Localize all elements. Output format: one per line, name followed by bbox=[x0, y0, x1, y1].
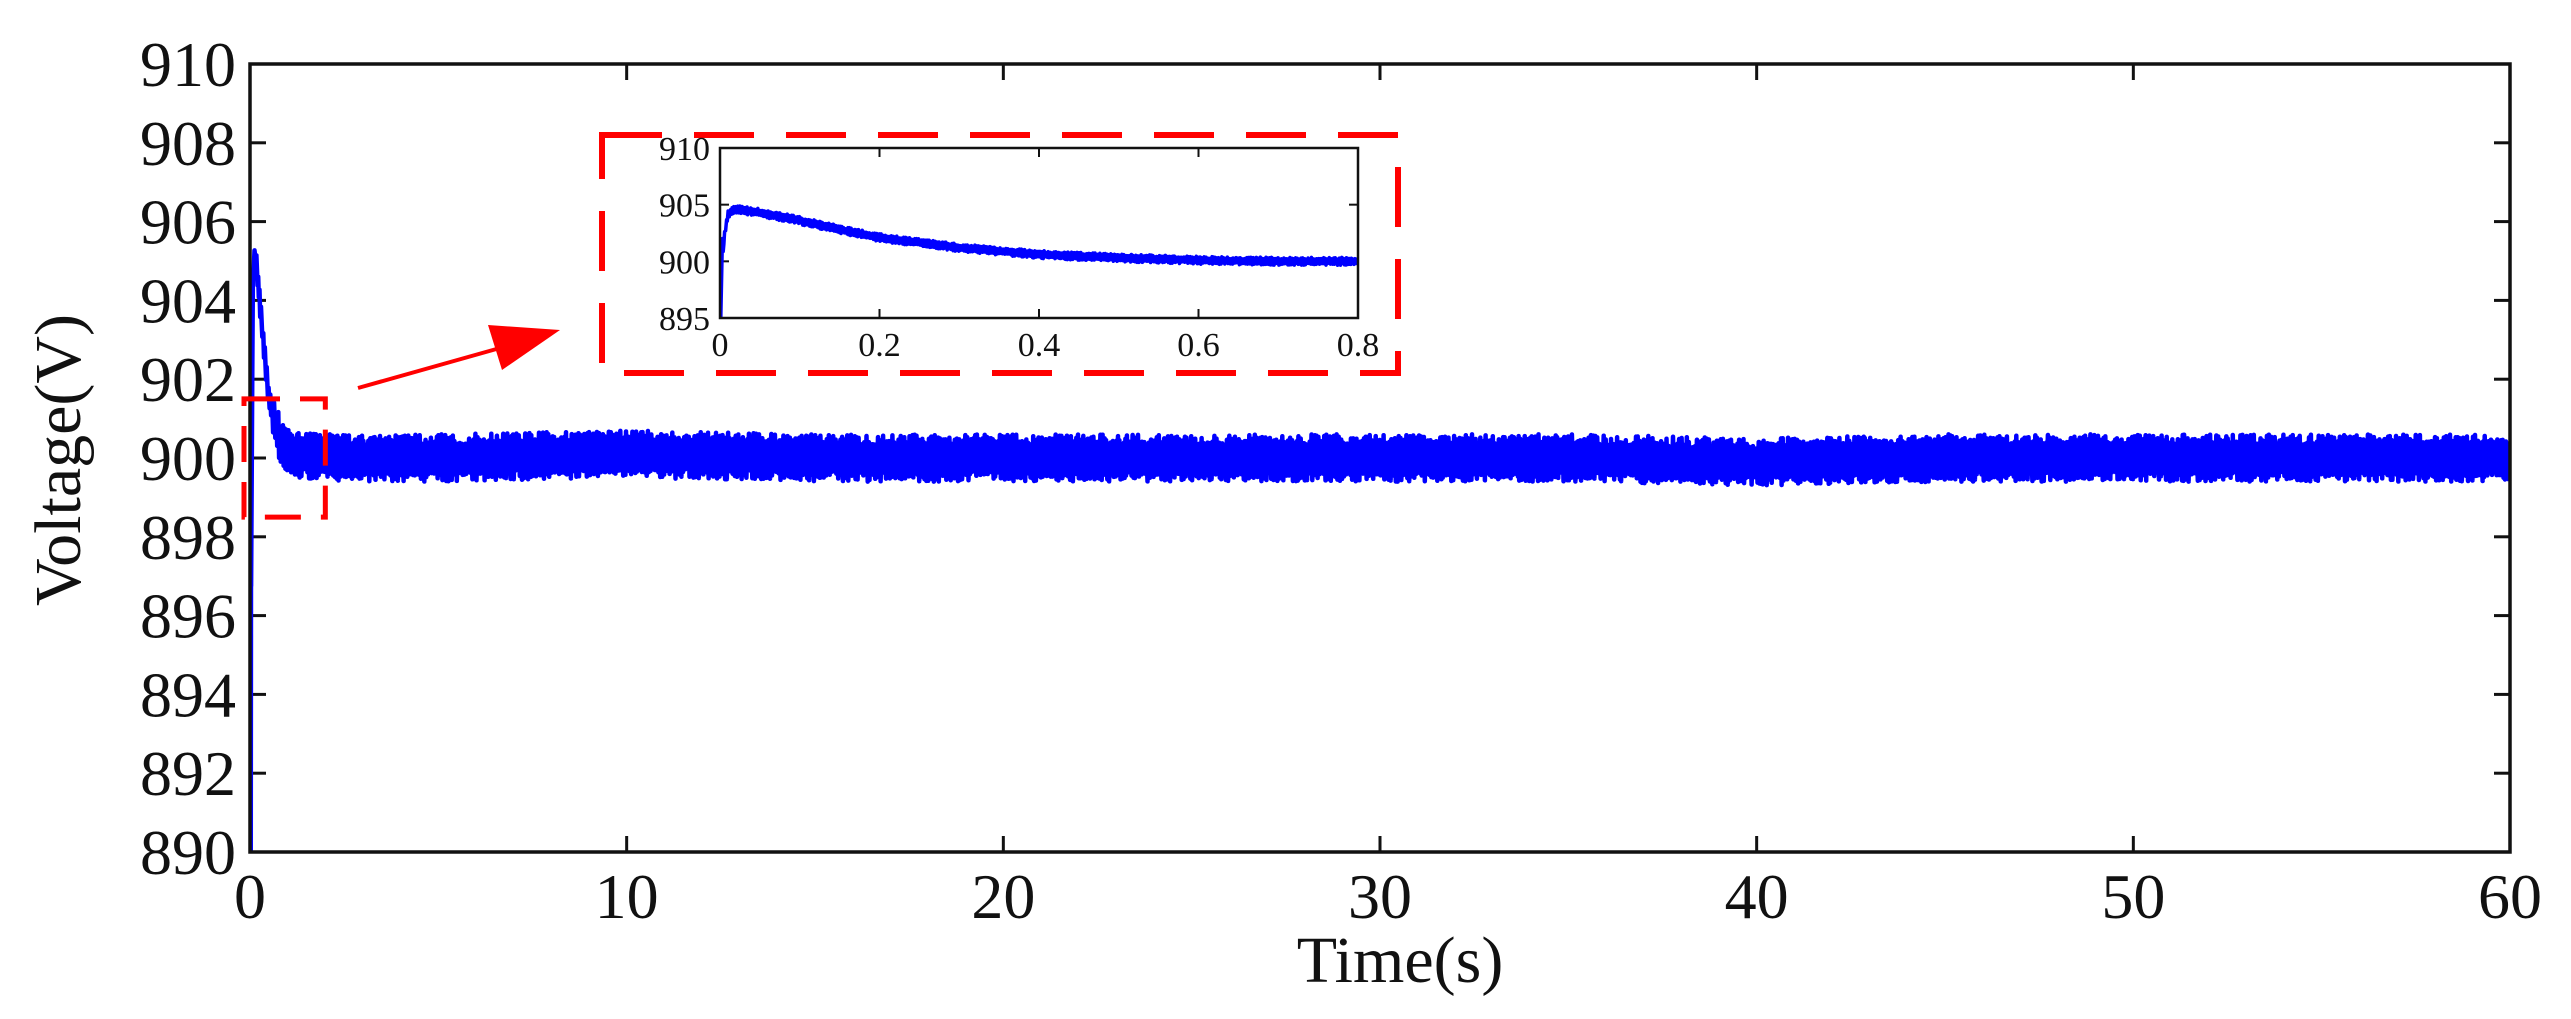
inset-plot: 0 0.2 0.4 0.6 0.8 895 900 905 910 bbox=[659, 131, 1379, 364]
inset-voltage-line bbox=[719, 204, 1360, 319]
y-tick-label: 904 bbox=[140, 265, 236, 336]
y-tick-label: 890 bbox=[140, 817, 236, 888]
x-tick-label: 40 bbox=[1725, 861, 1789, 932]
zoom-arrow-head bbox=[488, 325, 560, 370]
inset-x-tick-label: 0.4 bbox=[1018, 327, 1061, 364]
x-tick-label: 60 bbox=[2478, 861, 2542, 932]
y-tick-label: 894 bbox=[140, 659, 236, 730]
x-tick-label: 0 bbox=[234, 861, 266, 932]
x-tick-label: 30 bbox=[1348, 861, 1412, 932]
x-tick-label: 50 bbox=[2101, 861, 2165, 932]
inset-x-tick-label: 0.8 bbox=[1337, 327, 1380, 364]
y-tick-label: 892 bbox=[140, 738, 236, 809]
x-tick-label: 10 bbox=[595, 861, 659, 932]
y-tick-label: 898 bbox=[140, 502, 236, 573]
inset-y-tick-label: 895 bbox=[659, 301, 710, 338]
y-axis-title: Voltage(V) bbox=[22, 314, 95, 606]
inset-x-tick-label: 0 bbox=[712, 327, 729, 364]
inset-axes-frame bbox=[718, 146, 1360, 320]
y-tick-label: 900 bbox=[140, 423, 236, 494]
inset-x-tick-label: 0.6 bbox=[1177, 327, 1220, 364]
voltage-series-line bbox=[248, 248, 2512, 853]
inset-y-tick-label: 910 bbox=[659, 131, 710, 168]
zoom-region-marker bbox=[241, 132, 1401, 520]
inset-x-tick-label: 0.2 bbox=[858, 327, 901, 364]
inset-highlight-frame bbox=[599, 132, 1401, 376]
y-tick-label: 902 bbox=[140, 344, 236, 415]
y-tick-label: 910 bbox=[140, 29, 236, 100]
y-tick-label: 896 bbox=[140, 581, 236, 652]
zoom-arrow-line bbox=[357, 346, 501, 390]
x-tick-label: 20 bbox=[971, 861, 1035, 932]
x-axis-title: Time(s) bbox=[1297, 924, 1504, 997]
y-tick-label: 906 bbox=[140, 187, 236, 258]
y-tick-label: 908 bbox=[140, 108, 236, 179]
zoom-region-box bbox=[241, 396, 328, 520]
axes-frame bbox=[248, 62, 2512, 854]
inset-y-tick-label: 900 bbox=[659, 244, 710, 281]
inset-y-tick-label: 905 bbox=[659, 188, 710, 225]
